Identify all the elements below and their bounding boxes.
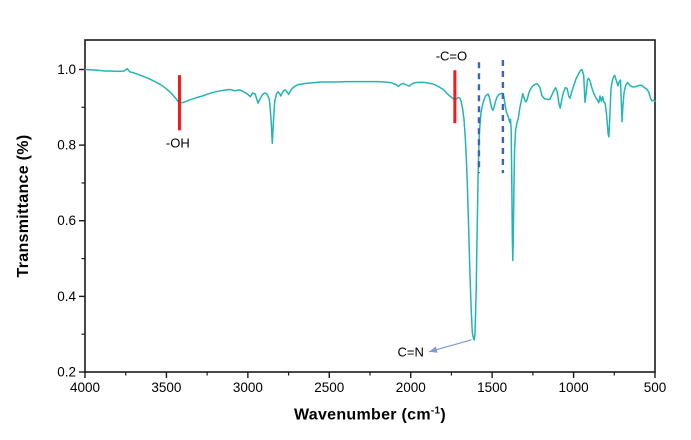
plot-frame <box>84 39 656 373</box>
y-axis-title: Transmittance (%) <box>15 134 32 278</box>
x-tick-label: 2000 <box>396 380 426 395</box>
x-axis-title-close: ) <box>440 406 447 424</box>
spectrum-curve <box>84 67 656 341</box>
x-tick-label: 1000 <box>559 380 589 395</box>
x-tick-label: 3000 <box>233 380 263 395</box>
x-axis-title-superscript: -1 <box>430 405 441 417</box>
y-tick-label: 0.6 <box>57 213 76 228</box>
x-tick-label: 1500 <box>477 380 507 395</box>
cn-arrow-head <box>429 346 438 353</box>
x-tick-label: 500 <box>644 380 667 395</box>
y-tick-label: 0.2 <box>57 365 76 380</box>
x-tick-label: 4000 <box>70 380 100 395</box>
annotation-oh-label: -OH <box>165 135 190 151</box>
x-tick-label: 3500 <box>151 380 181 395</box>
y-tick-label: 0.4 <box>57 289 76 304</box>
x-tick-label: 2500 <box>314 380 344 395</box>
annotation-cn-label: C=N <box>397 344 424 360</box>
x-axis-title-text: Wavenumber (cm <box>293 406 431 424</box>
annotation-co-label: -C=O <box>435 48 468 64</box>
x-axis-title: Wavenumber (cm-1) <box>294 405 446 424</box>
y-tick-label: 0.8 <box>57 138 76 153</box>
y-tick-label: 1.0 <box>57 62 76 77</box>
